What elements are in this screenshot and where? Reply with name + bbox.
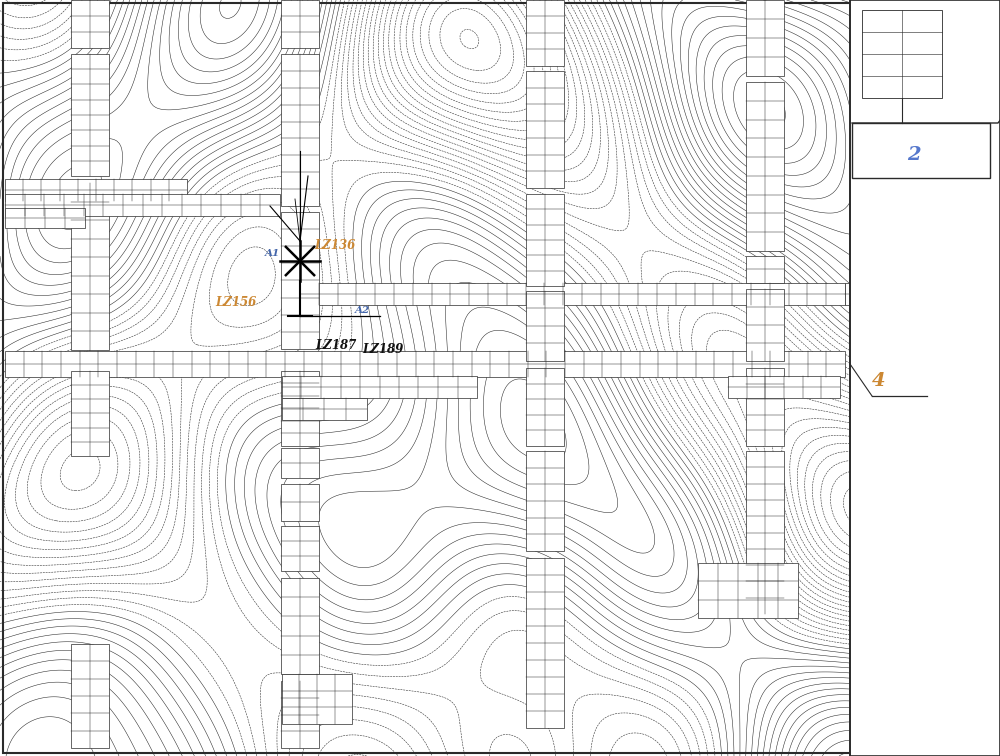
Bar bbox=[282, 398, 367, 420]
Bar bbox=[281, 484, 319, 521]
Text: LZ187: LZ187 bbox=[315, 339, 356, 352]
Bar bbox=[281, 681, 319, 748]
Bar bbox=[746, 451, 784, 614]
Bar bbox=[71, 371, 109, 456]
Bar bbox=[300, 283, 845, 305]
Bar bbox=[5, 351, 845, 377]
Bar bbox=[526, 558, 564, 728]
Text: 4: 4 bbox=[872, 372, 886, 390]
Bar bbox=[282, 674, 352, 724]
Bar bbox=[281, 371, 319, 446]
Bar bbox=[281, 448, 319, 478]
Bar bbox=[746, 82, 784, 251]
Bar bbox=[71, 183, 109, 350]
Text: 2: 2 bbox=[907, 146, 921, 164]
Text: LZ136: LZ136 bbox=[314, 239, 355, 252]
Bar bbox=[526, 0, 564, 66]
Bar bbox=[282, 376, 477, 398]
Bar bbox=[526, 194, 564, 286]
Bar bbox=[526, 71, 564, 188]
Bar bbox=[5, 179, 187, 201]
Bar bbox=[746, 256, 784, 283]
Bar bbox=[281, 54, 319, 206]
Bar bbox=[526, 368, 564, 446]
Text: LZ156: LZ156 bbox=[215, 296, 256, 309]
Bar bbox=[526, 291, 564, 361]
Bar bbox=[852, 123, 990, 178]
Text: LZ189: LZ189 bbox=[362, 343, 403, 356]
Bar bbox=[281, 0, 319, 48]
Bar bbox=[5, 208, 85, 228]
Bar bbox=[526, 451, 564, 551]
Bar bbox=[281, 526, 319, 571]
Bar bbox=[746, 289, 784, 361]
Bar bbox=[746, 0, 784, 76]
Bar bbox=[71, 644, 109, 748]
Bar bbox=[71, 54, 109, 176]
Text: A2: A2 bbox=[355, 306, 370, 315]
Bar bbox=[698, 563, 798, 618]
Bar bbox=[862, 10, 942, 98]
Text: A1: A1 bbox=[265, 249, 280, 258]
Bar bbox=[746, 368, 784, 446]
Bar bbox=[728, 376, 840, 398]
Bar bbox=[281, 212, 319, 349]
Bar bbox=[71, 0, 109, 48]
Bar bbox=[845, 283, 900, 305]
Bar bbox=[5, 194, 280, 216]
Bar bbox=[850, 0, 1000, 756]
Bar bbox=[281, 578, 319, 674]
